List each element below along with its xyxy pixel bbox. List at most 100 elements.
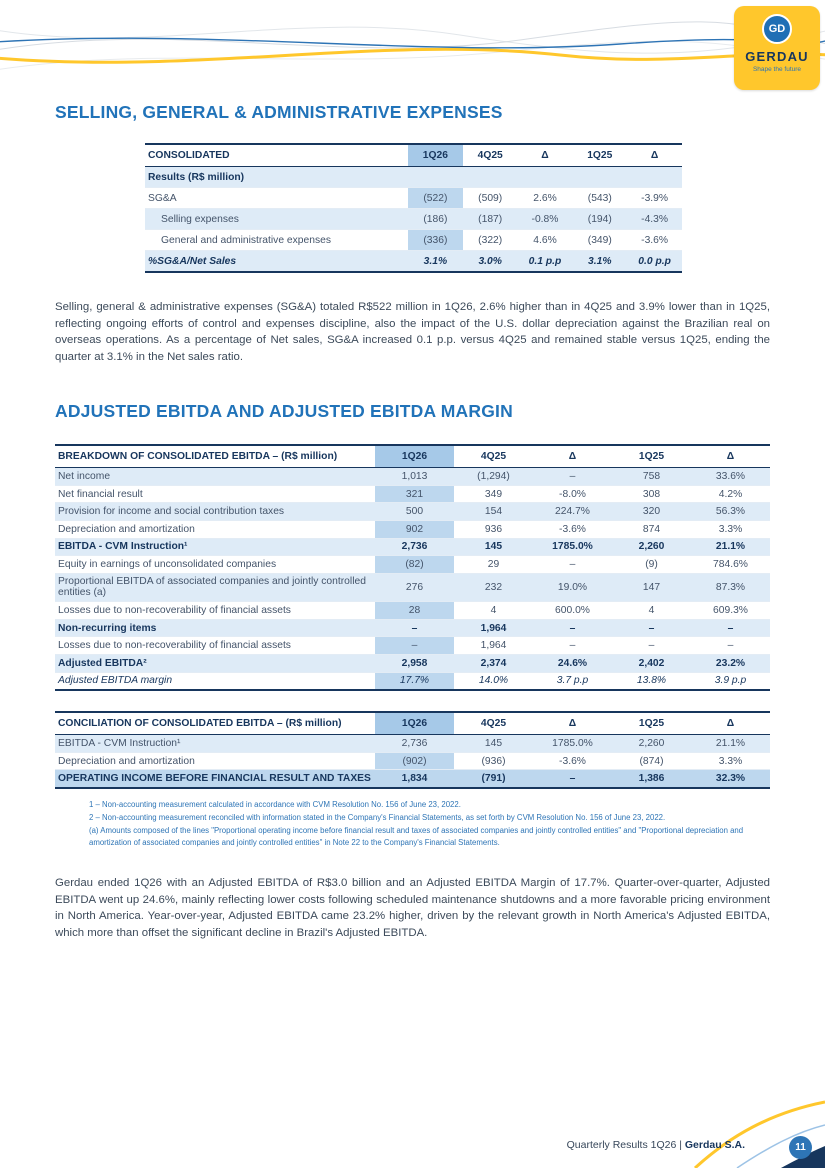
table-header-row: BREAKDOWN OF CONSOLIDATED EBITDA – (R$ m…	[55, 444, 770, 469]
column-header: 1Q25	[612, 444, 691, 469]
cell-value: 21.1%	[691, 538, 770, 557]
cell-value: –	[691, 619, 770, 638]
table-row: Results (R$ million)	[145, 166, 682, 188]
cell-value: (336)	[408, 229, 463, 251]
cell-value: 3.3%	[691, 752, 770, 771]
row-label: Non-recurring items	[55, 619, 375, 638]
cell-value: -3.6%	[627, 229, 682, 251]
column-header: 1Q26	[375, 711, 454, 736]
cell-value: 1,834	[375, 769, 454, 789]
table-row: General and administrative expenses (336)…	[145, 229, 682, 251]
data-table: CONCILIATION OF CONSOLIDATED EBITDA – (R…	[55, 711, 770, 790]
cell-value: 4	[454, 601, 533, 620]
column-header: Δ	[533, 711, 612, 736]
column-header: Δ	[533, 444, 612, 469]
cell-value: 32.3%	[691, 769, 770, 789]
header-decoration	[0, 21, 825, 70]
footnote: (a) Amounts composed of the lines "Propo…	[89, 826, 744, 848]
column-header: 4Q25	[462, 143, 518, 167]
table-row: Proportional EBITDA of associated compan…	[55, 573, 770, 603]
page-number-badge: 11	[789, 1136, 812, 1159]
row-label: Selling expenses	[145, 208, 408, 230]
cell-value: 3.3%	[691, 520, 770, 539]
row-label: Losses due to non-recoverability of fina…	[55, 601, 375, 620]
column-header: BREAKDOWN OF CONSOLIDATED EBITDA – (R$ m…	[55, 444, 375, 469]
cell-value: 3.1%	[572, 250, 628, 273]
row-label: Net income	[55, 467, 375, 486]
table-row: Losses due to non-recoverability of fina…	[55, 601, 770, 620]
footnote: 1 – Non-accounting measurement calculate…	[89, 800, 461, 810]
table-header-row: CONSOLIDATED 1Q26 4Q25 Δ 1Q25 Δ	[145, 143, 682, 167]
table-row: SG&A (522) (509) 2.6% (543) -3.9%	[145, 187, 682, 209]
row-label: Results (R$ million)	[145, 166, 408, 188]
cell-value: 28	[375, 601, 454, 620]
cell-value: –	[691, 636, 770, 656]
cell-value: 784.6%	[691, 555, 770, 574]
cell-value: 3.7 p.p	[533, 672, 612, 691]
cell-value: –	[612, 636, 691, 656]
table-row: Net income 1,013 (1,294) –758 33.6%	[55, 467, 770, 486]
table-row: EBITDA - CVM Instruction¹ 2,736 145 1785.0%…	[55, 734, 770, 753]
data-table: CONSOLIDATED 1Q26 4Q25 Δ 1Q25 Δ Results (R$ mi…	[145, 143, 682, 273]
row-label: Depreciation and amortization	[55, 520, 375, 539]
cell-value: 349	[454, 485, 533, 504]
cell-value: 308	[612, 485, 691, 504]
column-header: 1Q26	[408, 143, 463, 167]
cell-value: 56.3%	[691, 502, 770, 521]
row-label: Depreciation and amortization	[55, 752, 375, 771]
cell-value: 1,964	[454, 636, 533, 656]
table-row: %SG&A/Net Sales 3.1% 3.0% 0.1 p.p 3.1% 0.0 p.…	[145, 250, 682, 273]
column-header: Δ	[691, 711, 770, 736]
row-label: Provision for income and social contribu…	[55, 502, 375, 521]
cell-value: 320	[612, 502, 691, 521]
column-header: CONCILIATION OF CONSOLIDATED EBITDA – (R…	[55, 711, 375, 736]
sga-table: CONSOLIDATED 1Q26 4Q25 Δ 1Q25 Δ Results (R$ mi…	[145, 143, 770, 273]
cell-value: 145	[454, 538, 533, 557]
cell-value: –	[375, 619, 454, 638]
row-label: Adjusted EBITDA margin	[55, 672, 375, 691]
cell-value: 276	[375, 573, 454, 603]
cell-value: (82)	[375, 555, 454, 574]
gerdau-logo: GD GERDAU Shape the future	[734, 6, 820, 90]
row-label: EBITDA - CVM Instruction¹	[55, 734, 375, 753]
cell-value: 87.3%	[691, 573, 770, 603]
footer-company-name: Gerdau S.A.	[684, 1139, 745, 1151]
table-row: Provision for income and social contribu…	[55, 502, 770, 521]
sga-section-title: SELLING, GENERAL & ADMINISTRATIVE EXPENS…	[55, 102, 503, 122]
cell-value: 1,964	[454, 619, 533, 638]
row-label: %SG&A/Net Sales	[145, 250, 408, 273]
cell-value: 3.1%	[408, 250, 463, 273]
cell-value: 2,260	[612, 734, 691, 753]
cell-value: 609.3%	[691, 601, 770, 620]
cell-value: 1785.0%	[533, 734, 612, 753]
brand-name: GERDAU	[745, 49, 809, 64]
table-row: Non-recurring items –1,964– – –	[55, 619, 770, 638]
cell-value: –	[533, 769, 612, 789]
cell-value: 500	[375, 502, 454, 521]
cell-value: 14.0%	[454, 672, 533, 691]
cell-value: –	[533, 467, 612, 486]
cell-value: 902	[375, 520, 454, 539]
cell-value	[462, 166, 518, 188]
table-row: EBITDA - CVM Instruction¹ 2,736 145 1785.0%…	[55, 538, 770, 557]
cell-value: –	[533, 619, 612, 638]
data-table: BREAKDOWN OF CONSOLIDATED EBITDA – (R$ m…	[55, 444, 770, 692]
cell-value: (522)	[408, 187, 463, 209]
cell-value: 23.2%	[691, 654, 770, 673]
cell-value	[572, 166, 628, 188]
cell-value: (936)	[454, 752, 533, 771]
cell-value: -0.8%	[517, 208, 573, 230]
cell-value: 13.8%	[612, 672, 691, 691]
column-header: 4Q25	[454, 444, 533, 469]
row-label: Equity in earnings of unconsolidated com…	[55, 555, 375, 574]
table-row: OPERATING INCOME BEFORE FINANCIAL RESULT…	[55, 769, 770, 789]
cell-value: 4.6%	[517, 229, 573, 251]
cell-value: 145	[454, 734, 533, 753]
page-content: SELLING, GENERAL & ADMINISTRATIVE EXPENS…	[55, 102, 770, 941]
cell-value: 1785.0%	[533, 538, 612, 557]
table-row: Selling expenses (186) (187) -0.8% (194) -4.3…	[145, 208, 682, 230]
cell-value: 3.0%	[462, 250, 518, 273]
cell-value: -3.6%	[533, 520, 612, 539]
cell-value: (322)	[462, 229, 518, 251]
cell-value: 758	[612, 467, 691, 486]
